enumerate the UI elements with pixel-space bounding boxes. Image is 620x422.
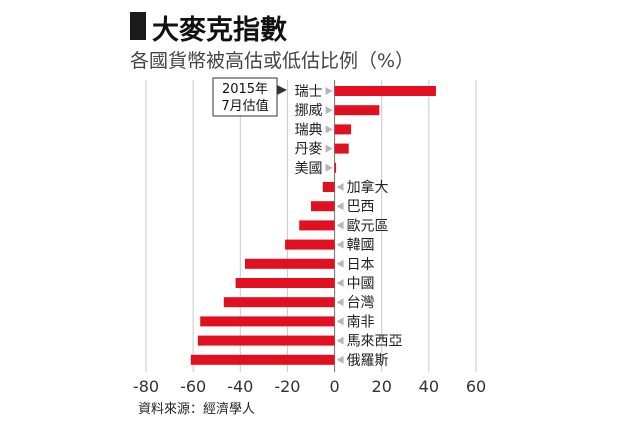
category-label: 日本 — [347, 257, 375, 273]
category-label: 丹麥 — [295, 142, 323, 158]
category-label: 俄羅斯 — [347, 353, 389, 369]
annotation-text: 7月估值 — [221, 98, 268, 114]
label-pointer — [325, 163, 333, 172]
title-marker — [130, 12, 146, 40]
bar — [197, 335, 335, 346]
x-tick-label: 40 — [419, 377, 439, 396]
x-tick-label: -60 — [180, 377, 206, 396]
bar — [334, 86, 436, 96]
label-pointer — [336, 317, 344, 326]
label-pointer — [336, 355, 344, 364]
annotation-text: 2015年 — [222, 82, 268, 97]
category-label: 挪威 — [295, 103, 323, 119]
category-label: 韓國 — [347, 238, 375, 254]
label-pointer — [336, 221, 344, 230]
annotation-box — [212, 77, 278, 117]
category-label: 巴西 — [347, 199, 375, 215]
label-pointer — [336, 259, 344, 268]
category-label: 美國 — [295, 161, 323, 177]
category-label: 瑞典 — [295, 122, 323, 138]
category-label: 南非 — [347, 314, 375, 330]
x-tick-label: -20 — [274, 377, 300, 396]
category-label: 歐元區 — [347, 218, 389, 234]
label-pointer — [325, 87, 333, 95]
bar — [299, 220, 335, 231]
annotation-pointer — [277, 85, 287, 95]
label-pointer — [336, 298, 344, 307]
category-label: 台灣 — [347, 295, 375, 311]
x-tick-label: -80 — [133, 377, 159, 396]
category-label: 加拿大 — [347, 179, 389, 196]
bar — [334, 143, 349, 154]
bar — [334, 162, 337, 173]
source-note: 資料來源：經濟學人 — [138, 402, 256, 417]
x-tick-label: 0 — [329, 377, 339, 396]
x-tick-label: 20 — [372, 377, 392, 396]
bar — [334, 105, 380, 116]
label-pointer — [325, 106, 333, 115]
label-pointer — [336, 240, 344, 249]
label-pointer — [325, 125, 333, 134]
label-pointer — [325, 144, 333, 153]
bar — [334, 124, 352, 135]
label-pointer — [336, 279, 344, 287]
bar — [223, 297, 335, 308]
bar — [245, 258, 335, 269]
category-label: 瑞士 — [295, 84, 323, 100]
label-pointer — [336, 336, 344, 345]
bar — [322, 182, 335, 192]
bar — [190, 354, 335, 365]
label-pointer — [336, 183, 344, 191]
bar — [200, 316, 335, 327]
label-pointer — [336, 202, 344, 211]
bar — [311, 201, 335, 212]
chart-subtitle: 各國貨幣被高估或低估比例（%） — [130, 50, 415, 72]
x-tick-label: 60 — [466, 377, 486, 396]
category-label: 馬來西亞 — [347, 334, 403, 350]
bar — [235, 278, 335, 288]
x-tick-label: -40 — [227, 377, 253, 396]
chart-title: 大麥克指數 — [152, 15, 287, 46]
bar — [285, 239, 335, 250]
category-label: 中國 — [347, 276, 375, 292]
